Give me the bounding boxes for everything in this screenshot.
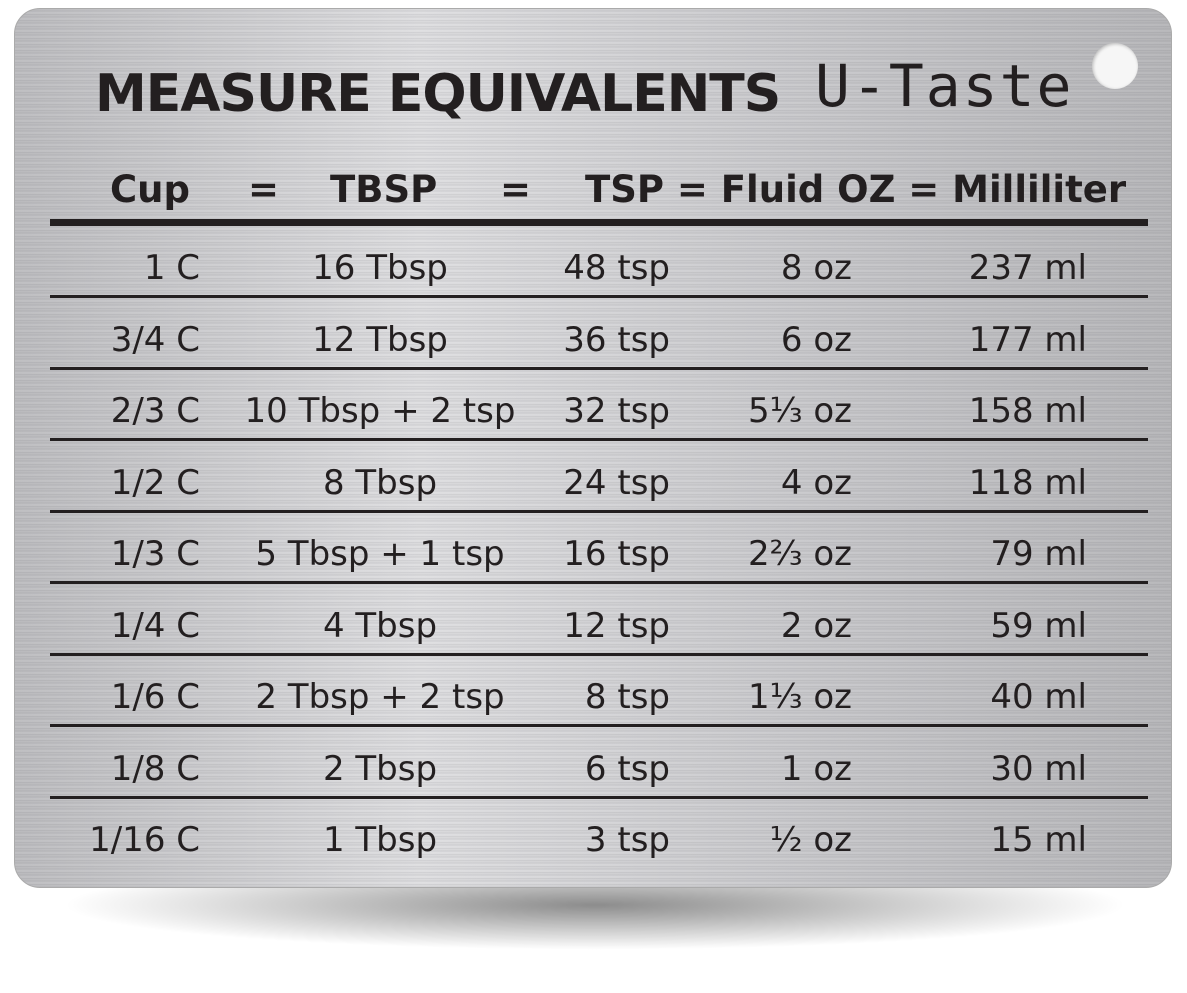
cell-fluid-oz: ½ oz bbox=[769, 820, 852, 860]
cell-milliliter: 79 ml bbox=[990, 534, 1087, 574]
cell-milliliter: 59 ml bbox=[990, 605, 1087, 646]
row-divider bbox=[50, 724, 1148, 727]
cell-tsp: 12 tsp bbox=[563, 605, 670, 646]
cell-tbsp: 5 Tbsp + 1 tsp bbox=[255, 534, 505, 574]
cell-tbsp: 2 Tbsp + 2 tsp bbox=[255, 677, 505, 717]
cell-tsp: 8 tsp bbox=[584, 677, 670, 717]
cell-fluid-oz: 4 oz bbox=[780, 462, 852, 503]
cell-tbsp: 4 Tbsp bbox=[322, 605, 438, 646]
cell-milliliter: 40 ml bbox=[990, 677, 1087, 717]
header-rule bbox=[50, 219, 1148, 226]
cell-fluid-oz: 5⅓ oz bbox=[747, 391, 852, 431]
row-divider bbox=[50, 652, 1148, 656]
cell-tbsp: 8 Tbsp bbox=[322, 462, 438, 503]
card-title: MEASURE EQUIVALENTS bbox=[95, 64, 781, 124]
measure-card bbox=[14, 8, 1172, 888]
hanging-hole bbox=[1092, 43, 1138, 89]
cell-cup: 1 C bbox=[143, 248, 200, 288]
cell-cup: 1/4 C bbox=[110, 605, 200, 646]
cell-tsp: 16 tsp bbox=[563, 534, 670, 574]
cell-milliliter: 30 ml bbox=[990, 748, 1087, 789]
cell-tsp: 24 tsp bbox=[563, 462, 670, 503]
cell-fluid-oz: 2 oz bbox=[780, 605, 852, 646]
cell-tsp: 3 tsp bbox=[584, 820, 670, 860]
cell-tsp: 6 tsp bbox=[584, 748, 670, 789]
cell-milliliter: 158 ml bbox=[968, 391, 1087, 431]
cell-cup: 1/2 C bbox=[110, 462, 200, 503]
row-divider bbox=[50, 295, 1148, 298]
header-cup: Cup bbox=[110, 168, 190, 211]
cell-tsp: 36 tsp bbox=[563, 319, 670, 360]
cell-fluid-oz: 1 oz bbox=[780, 748, 852, 789]
cell-tsp: 48 tsp bbox=[563, 248, 670, 288]
cell-fluid-oz: 1⅓ oz bbox=[747, 677, 852, 717]
cell-tbsp: 2 Tbsp bbox=[322, 748, 438, 789]
cell-tsp: 32 tsp bbox=[563, 391, 670, 431]
header-rest: TSP = Fluid OZ = Milliliter bbox=[585, 168, 1127, 211]
cell-tbsp: 10 Tbsp + 2 tsp bbox=[244, 391, 516, 431]
row-divider bbox=[50, 795, 1148, 799]
header-equals: = bbox=[500, 168, 532, 211]
cell-fluid-oz: 8 oz bbox=[780, 248, 852, 288]
cell-tbsp: 16 Tbsp bbox=[312, 248, 448, 288]
row-divider bbox=[50, 581, 1148, 584]
cell-milliliter: 237 ml bbox=[968, 248, 1087, 288]
row-divider bbox=[50, 509, 1148, 513]
row-divider bbox=[50, 366, 1148, 370]
cell-cup: 1/3 C bbox=[110, 534, 200, 574]
cell-cup: 1/6 C bbox=[110, 677, 200, 717]
row-divider bbox=[50, 438, 1148, 441]
cell-cup: 1/16 C bbox=[89, 820, 200, 860]
cell-tbsp: 12 Tbsp bbox=[312, 319, 448, 360]
cell-tbsp: 1 Tbsp bbox=[322, 820, 438, 860]
cell-cup: 3/4 C bbox=[110, 319, 200, 360]
cell-fluid-oz: 2⅔ oz bbox=[747, 534, 852, 574]
cell-fluid-oz: 6 oz bbox=[780, 319, 852, 360]
cell-milliliter: 118 ml bbox=[968, 462, 1087, 503]
cell-milliliter: 15 ml bbox=[990, 820, 1087, 860]
cell-milliliter: 177 ml bbox=[968, 319, 1087, 360]
header-tbsp: TBSP bbox=[330, 168, 438, 211]
brand-logo: U-Taste bbox=[815, 52, 1074, 120]
cell-cup: 2/3 C bbox=[110, 391, 200, 431]
header-equals: = bbox=[248, 168, 280, 211]
cell-cup: 1/8 C bbox=[110, 748, 200, 789]
